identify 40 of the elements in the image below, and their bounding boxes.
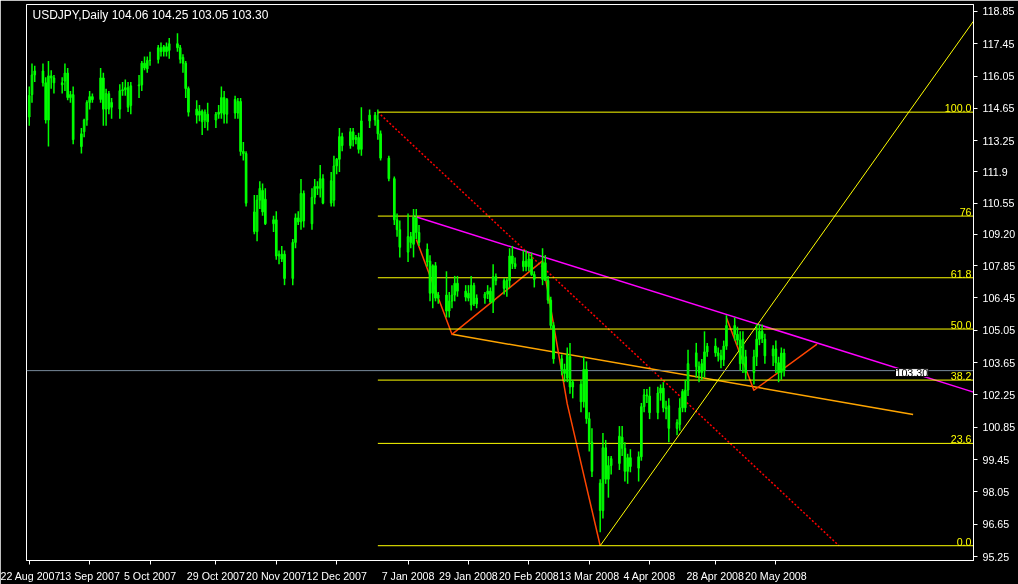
annotation: 100.0: [944, 102, 972, 115]
y-tick-label: 111.9: [982, 165, 1008, 178]
y-tick-label: 98.05: [982, 485, 1010, 498]
y-tick-label: 114.65: [982, 102, 1015, 115]
x-tick-label: 7 Jan 2008: [381, 569, 435, 582]
y-tick-label: 105.05: [982, 324, 1016, 337]
y-tick-label: 96.65: [982, 518, 1010, 531]
y-tick-label: 100.85: [982, 421, 1016, 434]
x-tick-label: 13 Sep 2007: [59, 569, 120, 582]
y-tick-label: 99.45: [982, 453, 1010, 466]
x-tick-label: 4 Apr 2008: [623, 569, 676, 582]
y-tick-label: 107.85: [982, 259, 1016, 272]
x-tick-label: 20 May 2008: [745, 569, 807, 582]
annotation: 61.8: [950, 267, 972, 280]
y-tick-label: 116.05: [982, 70, 1015, 83]
x-tick-label: 13 Mar 2008: [559, 569, 620, 582]
chart-title: USDJPY,Daily 104.06 104.25 103.05 103.30: [32, 7, 269, 22]
annotation: 38.2: [950, 370, 972, 383]
annotation: 0.0: [956, 535, 972, 548]
x-tick-label: 29 Oct 2007: [186, 569, 245, 582]
y-tick-label: 109.20: [982, 228, 1016, 241]
x-tick-label: 29 Jan 2008: [439, 569, 498, 582]
y-tick-label: 110.55: [982, 197, 1015, 210]
y-tick-label: 113.25: [982, 134, 1015, 147]
x-tick-label: 20 Nov 2007: [246, 569, 307, 582]
x-tick-label: 22 Aug 2007: [0, 569, 61, 582]
x-tick-label: 20 Feb 2008: [498, 569, 559, 582]
y-tick-label: 95.25: [982, 550, 1010, 563]
y-tick-label: 118.85: [982, 5, 1015, 18]
y-tick-label: 102.25: [982, 388, 1016, 401]
annotation: 23.6: [950, 433, 972, 446]
y-tick-label: 106.45: [982, 291, 1016, 304]
annotation: 76: [959, 206, 972, 219]
x-tick-label: 12 Dec 2007: [306, 569, 367, 582]
annotation: 50.0: [950, 319, 972, 332]
y-tick-label: 117.45: [982, 37, 1015, 50]
x-tick-label: 28 Apr 2008: [686, 569, 744, 582]
y-tick-label: 103.65: [982, 356, 1016, 369]
x-tick-label: 5 Oct 2007: [123, 569, 177, 582]
ref-line-label: 103.30: [895, 366, 929, 379]
